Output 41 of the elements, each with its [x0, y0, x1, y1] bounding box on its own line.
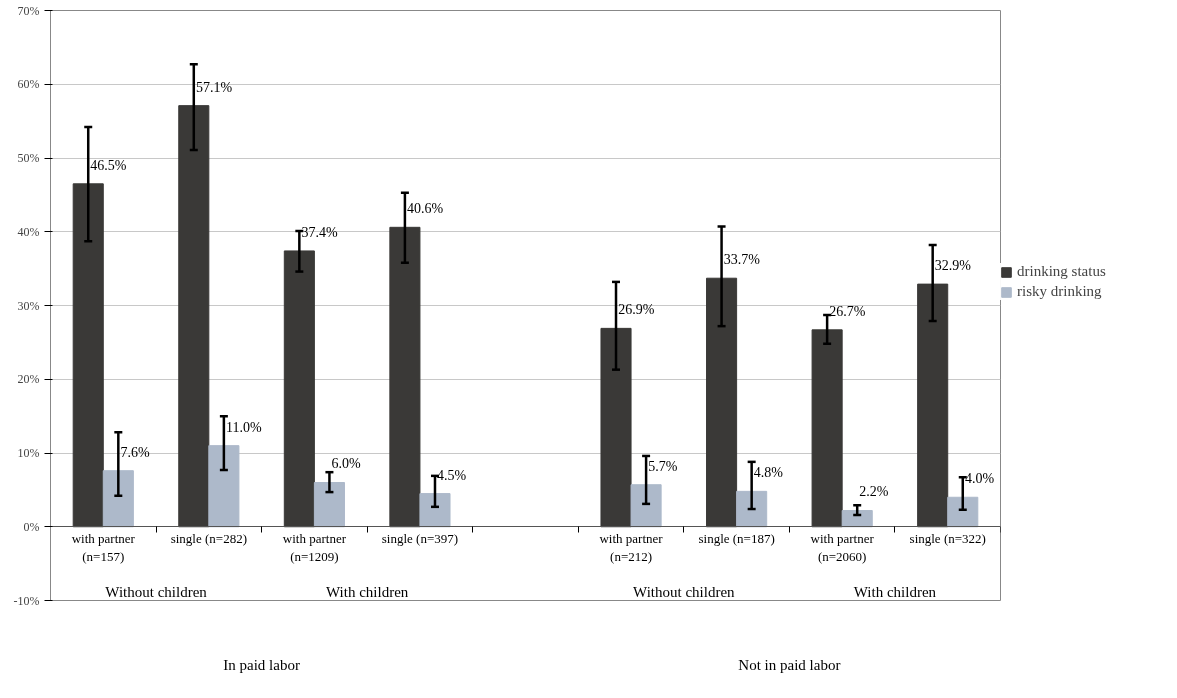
annotation: With children [326, 583, 409, 600]
annotation: Without children [105, 583, 208, 600]
annotation: Without children [633, 583, 736, 600]
data-label: 4.0% [964, 471, 995, 487]
y-tick-label: 30% [17, 298, 40, 313]
y-tick-label: -10% [13, 593, 40, 608]
x-tick-label: with partner (n=1209) [282, 531, 347, 565]
data-label: 7.6% [120, 444, 150, 460]
x-tick-label: single (n=322) [909, 531, 986, 547]
x-tick-label: single (n=397) [381, 531, 459, 547]
y-tick-label: 0% [23, 519, 40, 534]
data-label: 46.5% [90, 157, 127, 173]
y-tick-label: 20% [17, 372, 40, 387]
x-tick-label: single (n=282) [170, 531, 247, 547]
data-label: 40.6% [407, 201, 444, 217]
y-tick-label: 70% [17, 3, 40, 18]
data-label: 32.9% [934, 258, 972, 274]
data-label: 57.1% [195, 79, 233, 95]
y-tick-label: 50% [17, 151, 40, 165]
data-label: 4.8% [753, 465, 784, 481]
text: In paid labor [223, 656, 300, 673]
data-label: 4.5% [437, 467, 467, 483]
text: Not in paid labor [738, 656, 841, 673]
x-tick-label: single (n=187) [698, 531, 775, 547]
data-label: 11.0% [225, 419, 262, 435]
legend-label: drinking status [1017, 263, 1106, 280]
data-label: 2.2% [859, 484, 889, 500]
legend-label: risky drinking [1017, 283, 1102, 300]
y-tick-label: 40% [17, 224, 40, 239]
data-label: 26.9% [618, 302, 655, 318]
annotation: With children [853, 583, 937, 600]
x-tick-label: with partner (n=212) [599, 531, 664, 565]
data-label: 37.4% [301, 224, 338, 240]
data-label: 5.7% [648, 458, 678, 474]
x-tick-label: with partner (n=157) [71, 531, 136, 565]
x-tick-label: with partner (n=2060) [810, 531, 875, 565]
data-label: 26.7% [829, 303, 866, 319]
data-label: 33.7% [723, 252, 761, 268]
data-label: 6.0% [331, 456, 362, 472]
y-tick-label: 10% [17, 446, 40, 460]
y-tick-label: 60% [17, 77, 40, 92]
